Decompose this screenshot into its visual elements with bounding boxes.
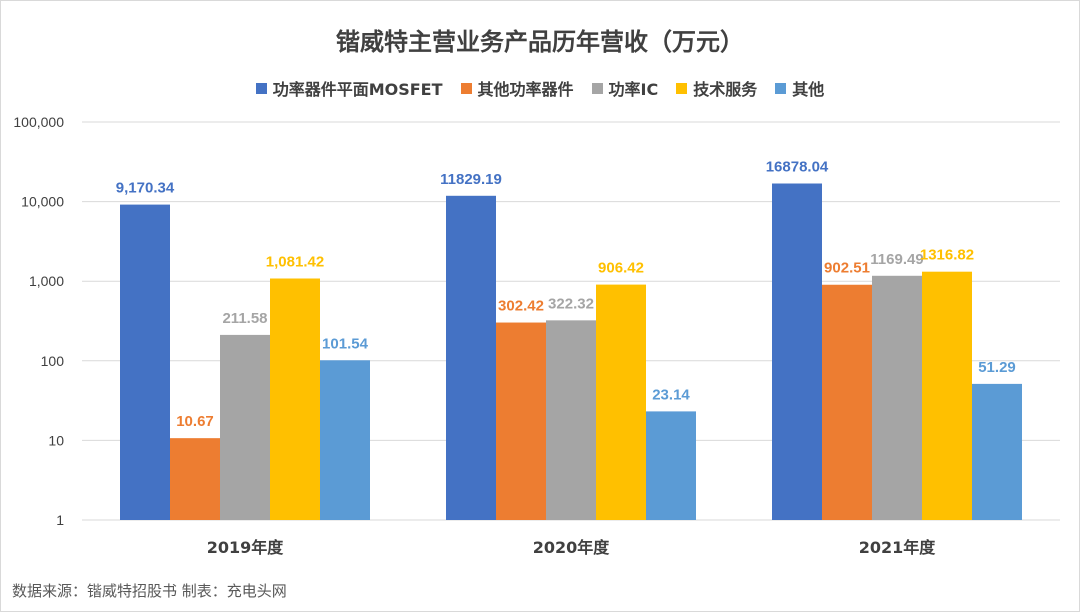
data-label: 51.29 [978, 359, 1016, 376]
bar [170, 438, 220, 520]
bar [772, 183, 822, 520]
y-tick-label: 1 [56, 512, 64, 528]
data-label: 302.42 [498, 298, 544, 315]
legend-item: 其他 [775, 76, 824, 100]
bar [320, 360, 370, 520]
legend-swatch [255, 82, 267, 94]
legend-swatch [676, 82, 688, 94]
legend-label: 其他 [792, 80, 825, 99]
data-label: 322.32 [548, 295, 594, 312]
legend-swatch [460, 82, 472, 94]
legend-item: 功率器件平面MOSFET [255, 76, 443, 100]
legend-label: 功率器件平面MOSFET [272, 80, 443, 99]
bar [972, 383, 1022, 520]
chart-title: 锴威特主营业务产品历年营收（万元） [336, 28, 744, 56]
legend-label: 技术服务 [693, 80, 758, 99]
data-label: 211.58 [222, 310, 267, 327]
data-label: 906.42 [598, 260, 644, 277]
legend-item: 功率IC [591, 76, 659, 100]
data-label: 16878.04 [766, 159, 829, 176]
chart-legend: 功率器件平面MOSFET 其他功率器件 功率IC 技术服务 其他 [0, 76, 1080, 100]
data-label: 11829.19 [440, 171, 502, 188]
bar [872, 275, 922, 520]
y-tick-label: 10,000 [21, 194, 64, 210]
legend-swatch [775, 82, 787, 94]
legend-item: 其他功率器件 [460, 76, 574, 100]
data-label: 23.14 [652, 386, 690, 403]
y-tick-label: 100 [41, 353, 65, 369]
bar [822, 284, 872, 520]
y-tick-label: 1,000 [29, 273, 64, 289]
bar [596, 284, 646, 520]
legend-item: 技术服务 [676, 76, 757, 100]
bar [120, 204, 170, 520]
data-label: 902.51 [824, 260, 870, 277]
x-tick-label: 2019年度 [207, 538, 285, 557]
data-label: 101.54 [322, 335, 369, 352]
data-label: 1169.49 [870, 251, 923, 268]
legend-label: 功率IC [608, 80, 659, 99]
data-label: 1,081.42 [266, 253, 324, 270]
y-tick-label: 100,000 [13, 114, 64, 130]
x-tick-label: 2020年度 [533, 538, 611, 557]
source-note: 数据来源：锴威特招股书 制表：充电头网 [12, 582, 287, 600]
x-tick-label: 2021年度 [859, 538, 937, 557]
bar [220, 334, 270, 520]
bar [646, 411, 696, 520]
data-label: 9,170.34 [116, 180, 175, 197]
legend-label: 其他功率器件 [477, 80, 574, 99]
bar [546, 320, 596, 520]
legend-swatch [591, 82, 603, 94]
data-label: 1316.82 [920, 247, 974, 264]
bar [922, 271, 972, 520]
bar [270, 278, 320, 520]
bar [496, 322, 546, 520]
data-label: 10.67 [176, 413, 214, 430]
y-tick-label: 10 [48, 432, 64, 448]
bar [446, 195, 496, 520]
